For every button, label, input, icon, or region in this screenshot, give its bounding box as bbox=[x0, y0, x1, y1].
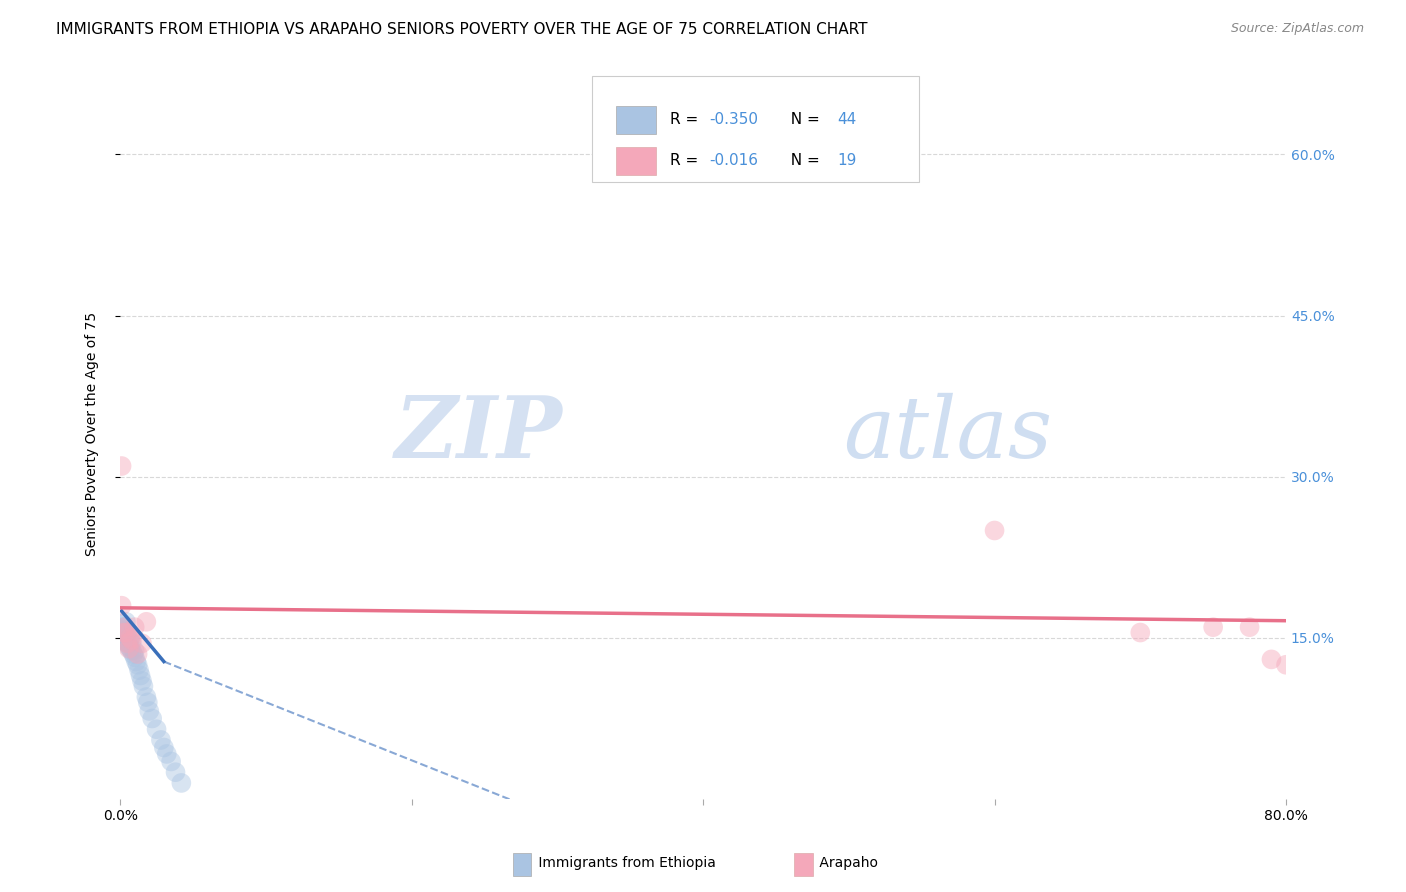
Point bbox=[112, 628, 135, 642]
Point bbox=[129, 668, 152, 682]
Point bbox=[117, 625, 139, 640]
Text: IMMIGRANTS FROM ETHIOPIA VS ARAPAHO SENIORS POVERTY OVER THE AGE OF 75 CORRELATI: IMMIGRANTS FROM ETHIOPIA VS ARAPAHO SENI… bbox=[56, 22, 868, 37]
Point bbox=[115, 615, 138, 629]
Point bbox=[141, 711, 163, 725]
Point bbox=[112, 616, 135, 631]
Point bbox=[1260, 652, 1282, 666]
Point bbox=[127, 657, 149, 672]
Point bbox=[131, 636, 153, 650]
Text: atlas: atlas bbox=[844, 392, 1052, 475]
Point bbox=[165, 765, 187, 780]
Text: ZIP: ZIP bbox=[395, 392, 564, 475]
Point bbox=[124, 650, 146, 665]
Point bbox=[110, 623, 132, 637]
Point bbox=[121, 644, 143, 658]
Text: R =: R = bbox=[671, 112, 703, 128]
Text: R =: R = bbox=[671, 153, 703, 169]
Point bbox=[149, 733, 172, 747]
Point bbox=[1202, 620, 1225, 634]
FancyBboxPatch shape bbox=[616, 106, 657, 134]
Point bbox=[1239, 620, 1261, 634]
Point bbox=[127, 647, 149, 661]
Point bbox=[112, 625, 135, 640]
Point bbox=[170, 776, 193, 790]
Point bbox=[1129, 625, 1152, 640]
Text: 19: 19 bbox=[837, 153, 856, 169]
Point bbox=[118, 641, 141, 656]
Point bbox=[112, 624, 135, 639]
Point bbox=[110, 458, 132, 473]
Text: 44: 44 bbox=[837, 112, 856, 128]
Point bbox=[121, 633, 143, 648]
Point bbox=[124, 644, 146, 658]
Point bbox=[983, 524, 1005, 538]
Point bbox=[115, 628, 138, 642]
Point bbox=[128, 663, 150, 677]
Point bbox=[110, 629, 132, 643]
Point bbox=[120, 631, 142, 645]
Text: N =: N = bbox=[782, 112, 825, 128]
Point bbox=[124, 620, 146, 634]
Point bbox=[117, 636, 139, 650]
Point bbox=[125, 655, 148, 669]
Point bbox=[114, 633, 136, 648]
Point bbox=[156, 747, 179, 761]
Point bbox=[138, 704, 160, 718]
Point bbox=[121, 636, 143, 650]
Point bbox=[145, 723, 167, 737]
Point bbox=[1275, 657, 1298, 672]
Text: N =: N = bbox=[782, 153, 825, 169]
Y-axis label: Seniors Poverty Over the Age of 75: Seniors Poverty Over the Age of 75 bbox=[86, 311, 100, 556]
Point bbox=[118, 640, 141, 654]
Point bbox=[110, 625, 132, 640]
Point bbox=[114, 620, 136, 634]
Point bbox=[153, 740, 176, 755]
Point bbox=[132, 679, 155, 693]
Point bbox=[122, 647, 145, 661]
Point bbox=[112, 620, 135, 634]
Point bbox=[112, 631, 135, 645]
Text: Arapaho: Arapaho bbox=[815, 856, 879, 871]
Point bbox=[115, 625, 138, 640]
Point bbox=[136, 695, 159, 709]
FancyBboxPatch shape bbox=[592, 76, 918, 182]
Point bbox=[120, 631, 142, 645]
Point bbox=[135, 690, 157, 704]
Point bbox=[135, 615, 157, 629]
Text: Source: ZipAtlas.com: Source: ZipAtlas.com bbox=[1230, 22, 1364, 36]
Point bbox=[114, 620, 136, 634]
FancyBboxPatch shape bbox=[616, 147, 657, 175]
Point bbox=[110, 633, 132, 648]
Text: -0.016: -0.016 bbox=[709, 153, 758, 169]
Text: -0.350: -0.350 bbox=[709, 112, 758, 128]
Point bbox=[114, 625, 136, 640]
Point bbox=[120, 641, 142, 656]
Point bbox=[131, 673, 153, 688]
Point bbox=[114, 630, 136, 644]
Point bbox=[115, 634, 138, 648]
Text: Immigrants from Ethiopia: Immigrants from Ethiopia bbox=[534, 856, 716, 871]
Point bbox=[160, 755, 183, 769]
Point bbox=[118, 633, 141, 648]
Point bbox=[110, 599, 132, 613]
Point bbox=[117, 636, 139, 650]
